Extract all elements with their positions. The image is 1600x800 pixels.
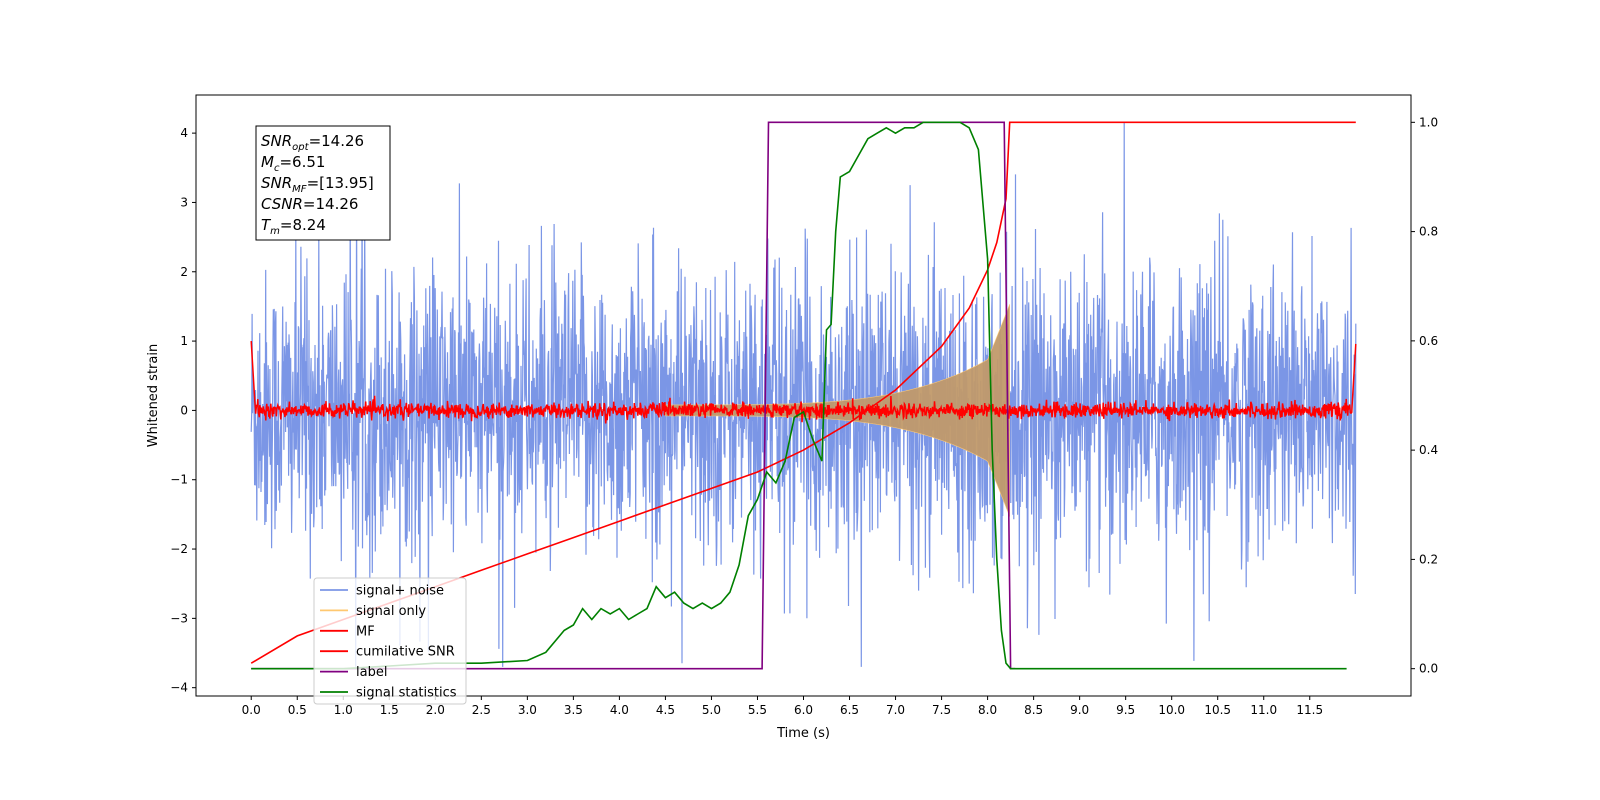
x-tick-label: 9.5 — [1116, 703, 1135, 717]
y-right-tick-label: 1.0 — [1419, 115, 1438, 129]
x-tick-label: 10.0 — [1158, 703, 1185, 717]
legend-item-label: cumilative SNR — [356, 645, 455, 660]
x-tick-label: 6.5 — [840, 703, 859, 717]
y-tick-label: −1 — [170, 473, 188, 487]
series-signal-statistics — [251, 121, 1347, 670]
legend: signal+ noise signal only MF cumilative SNR… — [313, 577, 467, 705]
y-tick-label: −4 — [170, 681, 188, 695]
x-tick-label: 1.5 — [380, 703, 399, 717]
y-tick-label: −3 — [170, 611, 188, 625]
x-tick-label: 5.0 — [702, 703, 721, 717]
annotation-line: Mc=6.51 — [261, 153, 325, 174]
legend-frame — [313, 577, 467, 705]
legend-item-label: signal only — [356, 604, 426, 619]
x-tick-label: 0.0 — [242, 703, 261, 717]
x-tick-label: 8.5 — [1024, 703, 1043, 717]
y-tick-label: −2 — [170, 542, 188, 556]
x-tick-label: 5.5 — [748, 703, 767, 717]
x-tick-label: 8.0 — [978, 703, 997, 717]
legend-item-label: signal+ noise — [356, 584, 444, 599]
legend-item-label: signal statistics — [356, 686, 457, 701]
metrics-annotation-box: SNRopt=14.26Mc=6.51SNRMF=[13.95]CSNR=14.… — [255, 125, 391, 241]
y-right-tick-label: 0.8 — [1419, 225, 1438, 239]
annotation-frame — [255, 125, 391, 241]
x-tick-label: 6.0 — [794, 703, 813, 717]
y-tick-label: 0 — [180, 403, 188, 417]
x-tick-label: 1.0 — [334, 703, 353, 717]
y-right-tick-label: 0.0 — [1419, 662, 1438, 676]
y-tick-label: 2 — [180, 265, 188, 279]
annotation-line: Tm=8.24 — [261, 216, 326, 237]
x-tick-label: 7.5 — [932, 703, 951, 717]
annotation-line: SNRMF=[13.95] — [261, 174, 374, 195]
x-tick-label: 7.0 — [886, 703, 905, 717]
x-tick-label: 10.5 — [1204, 703, 1231, 717]
y-right-tick-label: 0.4 — [1419, 443, 1438, 457]
x-tick-label: 3.5 — [564, 703, 583, 717]
y-tick-label: 3 — [180, 195, 188, 209]
x-tick-label: 11.5 — [1296, 703, 1323, 717]
x-tick-label: 9.0 — [1070, 703, 1089, 717]
x-axis-label: Time (s) — [776, 726, 830, 741]
y-right-tick-label: 0.6 — [1419, 334, 1438, 348]
y-tick-label: 4 — [180, 126, 188, 140]
x-tick-label: 3.0 — [518, 703, 537, 717]
axes: 0.0 0.5 1.0 1.5 2.0 2.5 3.0 3.5 4.0 4.5 5.0 5.5 6.0 6… — [170, 94, 1438, 717]
y-axis-label: Whitened strain — [146, 344, 161, 447]
y-right-tick-label: 0.2 — [1419, 552, 1438, 566]
annotation-line: SNRopt=14.26 — [261, 132, 364, 153]
series-signal-noise — [250, 122, 1357, 667]
x-tick-label: 2.0 — [426, 703, 445, 717]
annotation-line: CSNR=14.26 — [261, 195, 358, 213]
y-tick-label: 1 — [180, 334, 188, 348]
legend-item-label: label — [356, 665, 387, 680]
x-tick-label: 2.5 — [472, 703, 491, 717]
series-mf — [250, 341, 1357, 424]
legend-item-label: MF — [356, 624, 375, 639]
x-tick-label: 0.5 — [288, 703, 307, 717]
x-tick-label: 4.0 — [610, 703, 629, 717]
x-tick-label: 4.5 — [656, 703, 675, 717]
x-tick-label: 11.0 — [1250, 703, 1277, 717]
